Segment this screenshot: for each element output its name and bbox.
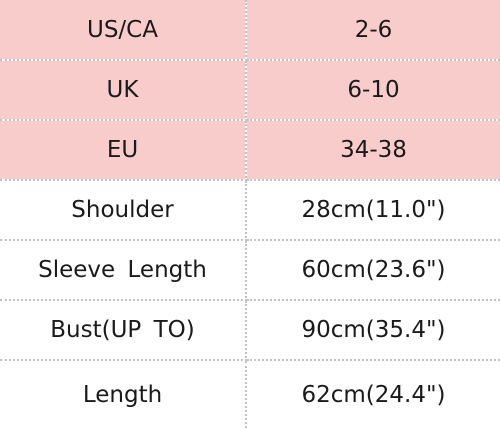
table-row-bust: Bust(UP TO) 90cm(35.4") [0, 299, 500, 361]
size-range-value: 34-38 [245, 119, 500, 181]
measurement-value: 28cm(11.0") [245, 179, 500, 241]
measurement-label: Length [0, 359, 247, 428]
table-row-us-ca: US/CA 2-6 [0, 0, 500, 61]
table-row-shoulder: Shoulder 28cm(11.0") [0, 179, 500, 241]
measurement-label: Shoulder [0, 179, 247, 241]
size-region-label: US/CA [0, 0, 247, 61]
measurement-value: 60cm(23.6") [245, 239, 500, 301]
table-row-length: Length 62cm(24.4") [0, 359, 500, 428]
table-row-eu: EU 34-38 [0, 119, 500, 181]
table-row-sleeve-length: Sleeve Length 60cm(23.6") [0, 239, 500, 301]
size-range-value: 6-10 [245, 59, 500, 121]
measurement-value: 62cm(24.4") [245, 359, 500, 428]
size-region-label: UK [0, 59, 247, 121]
size-range-value: 2-6 [245, 0, 500, 61]
size-region-label: EU [0, 119, 247, 181]
measurement-label: Bust(UP TO) [0, 299, 247, 361]
measurement-value: 90cm(35.4") [245, 299, 500, 361]
table-row-uk: UK 6-10 [0, 59, 500, 121]
measurement-label: Sleeve Length [0, 239, 247, 301]
